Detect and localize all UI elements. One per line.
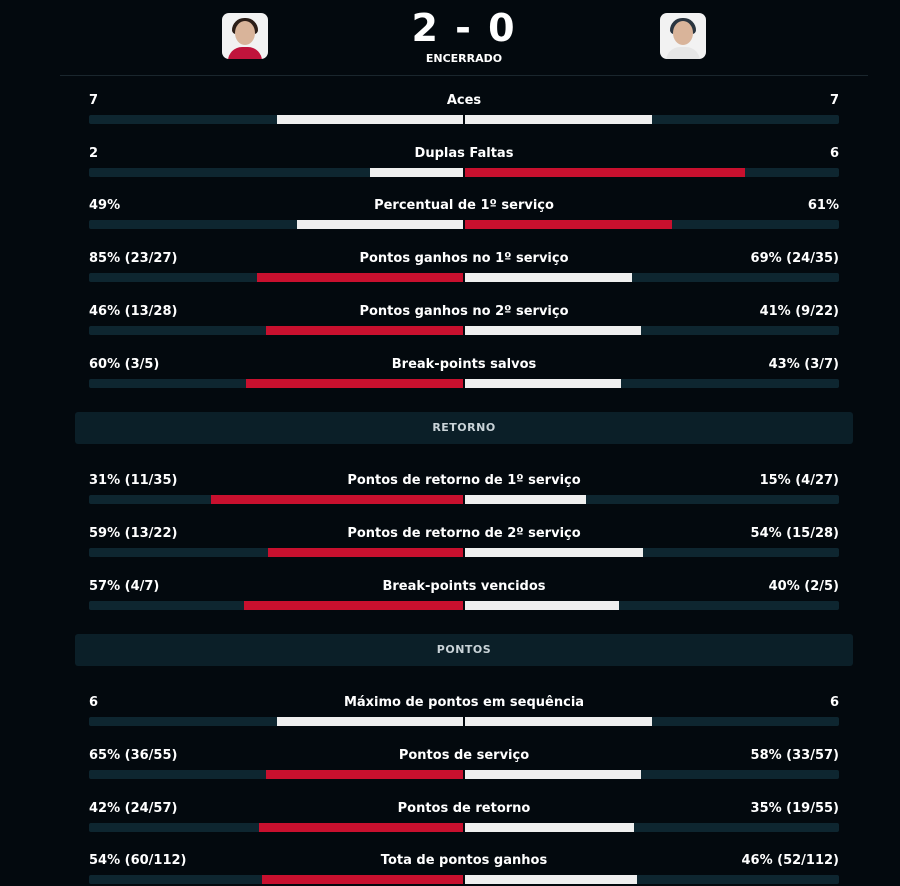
bar-right [464, 220, 672, 230]
bar-right [464, 770, 641, 779]
bar-right [464, 822, 635, 832]
stat-label: Máximo de pontos em sequência [343, 695, 585, 711]
section-header: RETORNO [75, 412, 853, 445]
bar-left [268, 547, 464, 557]
bar-center [463, 545, 465, 559]
stat-right: 41% (9/22) [759, 303, 839, 319]
stat-right: 61% [807, 198, 839, 214]
stat-left: 85% (23/27) [89, 251, 178, 267]
stat-left: 57% (4/7) [89, 578, 160, 594]
bar-right [464, 115, 652, 124]
score: 2 - 0 [411, 6, 517, 50]
stat-left: 59% (13/22) [89, 525, 178, 541]
bar-right [464, 325, 641, 335]
bar-center [463, 271, 465, 285]
bar-center [463, 165, 465, 179]
stat-left: 6 [89, 695, 99, 711]
stat-right: 15% (4/27) [759, 473, 839, 489]
stat-left: 65% (36/55) [89, 748, 178, 763]
stat-label: Duplas Faltas [414, 145, 514, 161]
stat-left: 46% (13/28) [89, 303, 178, 319]
stat-label: Pontos ganhos no 2º serviço [359, 303, 569, 319]
bar-center [463, 323, 465, 337]
stat-label: Break-points salvos [391, 356, 537, 372]
stat-label: Aces [446, 93, 482, 108]
stat-right: 6 [829, 145, 839, 161]
bar-center [463, 493, 465, 507]
stat-label: Tota de pontos ganhos [380, 853, 548, 869]
stat-label: Percentual de 1º serviço [374, 198, 554, 214]
stat-right: 43% (3/7) [768, 356, 839, 372]
stat-right: 69% (24/35) [750, 251, 839, 267]
bar-left [265, 770, 464, 779]
bar-left [259, 822, 464, 832]
bar-left [243, 600, 464, 610]
bar-left [370, 167, 464, 177]
stat-right: 6 [829, 695, 839, 711]
player-avatar[interactable] [660, 13, 706, 59]
bar-left [276, 717, 464, 727]
section-header: PONTOS [75, 634, 853, 667]
bar-center [463, 873, 465, 886]
stat-left: 2 [89, 145, 99, 161]
stat-label: Pontos de serviço [398, 748, 530, 763]
bar-right [464, 875, 637, 885]
bar-right [464, 717, 652, 727]
bar-left [296, 220, 464, 230]
match-status: ENCERRADO [425, 52, 503, 65]
bar-left [261, 875, 464, 885]
bar-right [464, 495, 587, 505]
stat-left: 60% (3/5) [89, 356, 160, 372]
stat-right: 7 [829, 93, 839, 108]
stat-left: 7 [89, 93, 99, 108]
player-avatar[interactable] [222, 13, 268, 59]
stat-right: 54% (15/28) [750, 525, 839, 541]
divider [60, 75, 868, 76]
stat-left: 42% (24/57) [89, 800, 178, 816]
bar-center [463, 768, 465, 781]
bar-center [463, 820, 465, 834]
bar-left [276, 115, 464, 124]
bar-right [464, 167, 746, 177]
stat-left: 54% (60/112) [89, 853, 187, 869]
bar-right [464, 547, 644, 557]
stat-left: 49% [89, 198, 121, 214]
bar-center [463, 218, 465, 232]
stat-right: 35% (19/55) [750, 800, 839, 816]
stat-left: 31% (11/35) [89, 473, 178, 489]
bar-right [464, 378, 621, 388]
bar-left [265, 325, 464, 335]
bar-center [463, 113, 465, 126]
bar-center [463, 376, 465, 390]
stat-label: Pontos ganhos no 1º serviço [359, 251, 569, 267]
bar-right [464, 600, 619, 610]
stat-label: Pontos de retorno de 2º serviço [347, 525, 581, 541]
bar-left [245, 378, 464, 388]
bar-right [464, 273, 633, 283]
stat-label: Pontos de retorno de 1º serviço [347, 473, 581, 489]
bar-center [463, 715, 465, 729]
stat-label: Pontos de retorno [397, 800, 531, 816]
stat-right: 58% (33/57) [750, 748, 839, 763]
stat-right: 46% (52/112) [741, 853, 840, 869]
bar-left [257, 273, 464, 283]
bar-left [211, 495, 464, 505]
stat-label: Break-points vencidos [382, 578, 546, 594]
stat-right: 40% (2/5) [768, 578, 839, 594]
bar-center [463, 598, 465, 612]
